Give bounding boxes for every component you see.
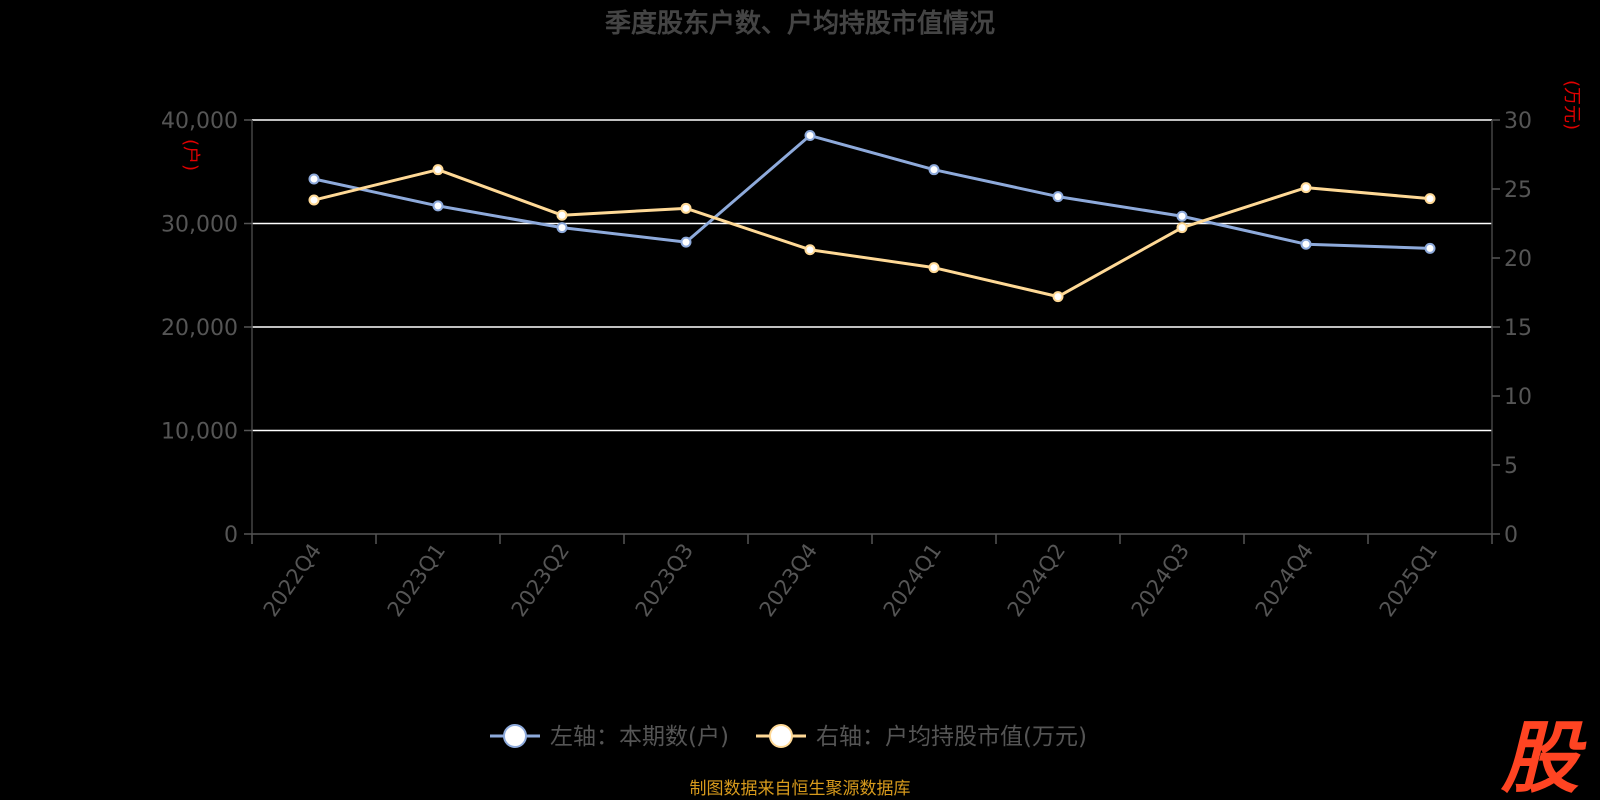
left-axis-unit: (户): [180, 139, 201, 171]
data-point-right: [432, 164, 444, 176]
series-line-right: [313, 168, 1431, 299]
data-point-left: [1424, 242, 1436, 254]
legend[interactable]: 左轴：本期数(户) 右轴：户均持股市值(万元): [490, 724, 1087, 750]
x-tick-label: 2025Q1: [1375, 539, 1442, 621]
right-tick-label: 20: [1504, 247, 1532, 272]
right-tick-label: 0: [1504, 523, 1518, 548]
data-point-right: [680, 202, 692, 214]
x-tick-label: 2024Q2: [1003, 539, 1070, 621]
x-tick-label: 2024Q4: [1251, 539, 1318, 621]
x-tick-label: 2023Q1: [383, 539, 450, 621]
data-point-right: [308, 194, 320, 206]
right-tick-label: 5: [1504, 454, 1518, 479]
data-point-right: [804, 244, 816, 256]
data-point-left: [680, 236, 692, 248]
grid-lines: [252, 119, 1492, 432]
chart-title: 季度股东户数、户均持股市值情况: [605, 8, 995, 39]
x-tick-label: 2023Q2: [507, 539, 574, 621]
left-tick-label: 20,000: [161, 316, 238, 341]
left-tick-label: 40,000: [161, 109, 238, 134]
data-point-right: [1300, 182, 1312, 194]
data-point-left: [308, 173, 320, 185]
x-tick-label: 2023Q4: [755, 539, 822, 621]
data-point-left: [1176, 210, 1188, 222]
x-tick-label: 2024Q3: [1127, 539, 1194, 621]
series-lines: [308, 130, 1436, 303]
legend-marker: [503, 724, 527, 748]
left-tick-label: 10,000: [161, 420, 238, 445]
data-point-right: [1052, 291, 1064, 303]
right-axis-unit: (万元): [1561, 80, 1582, 130]
legend-marker: [769, 724, 793, 748]
x-tick-label: 2023Q3: [631, 539, 698, 621]
data-point-right: [928, 262, 940, 274]
legend-item-left[interactable]: 左轴：本期数(户): [490, 724, 729, 750]
left-tick-label: 30,000: [161, 213, 238, 238]
right-tick-label: 25: [1504, 178, 1532, 203]
left-tick-label: 0: [224, 523, 238, 548]
data-point-right: [1424, 193, 1436, 205]
right-tick-label: 10: [1504, 385, 1532, 410]
data-point-left: [556, 222, 568, 234]
x-tick-label: 2024Q1: [879, 539, 946, 621]
series-line-left: [313, 134, 1431, 250]
right-tick-label: 30: [1504, 109, 1532, 134]
legend-item-right[interactable]: 右轴：户均持股市值(万元): [756, 724, 1087, 750]
right-tick-label: 15: [1504, 316, 1532, 341]
source-note: 制图数据来自恒生聚源数据库: [690, 779, 911, 799]
data-point-left: [928, 164, 940, 176]
brand-logo: 股: [1500, 714, 1587, 800]
data-point-left: [1300, 238, 1312, 250]
legend-label: 左轴：本期数(户): [550, 724, 729, 750]
data-point-left: [804, 130, 816, 142]
data-point-left: [1052, 191, 1064, 203]
data-point-left: [432, 200, 444, 212]
legend-label: 右轴：户均持股市值(万元): [816, 724, 1087, 750]
x-tick-label: 2022Q4: [259, 539, 326, 621]
data-point-right: [556, 209, 568, 221]
data-point-right: [1176, 222, 1188, 234]
